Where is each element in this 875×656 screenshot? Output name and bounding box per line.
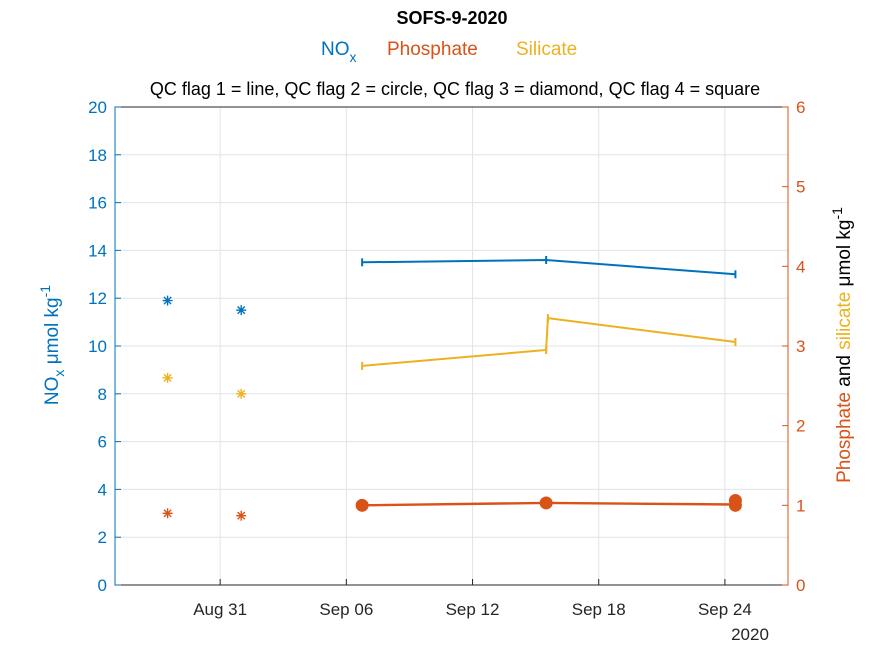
y-right-tick-label: 6 bbox=[796, 98, 805, 117]
y-left-tick-label: 20 bbox=[88, 98, 107, 117]
series-asterisk-no bbox=[162, 295, 173, 306]
x-tick-label: Sep 24 bbox=[698, 600, 752, 619]
series-asterisk-phosphate bbox=[236, 510, 247, 521]
y-left-tick-label: 16 bbox=[88, 194, 107, 213]
y-right-tick-label: 3 bbox=[796, 337, 805, 356]
y-left-tick-label: 4 bbox=[98, 480, 107, 499]
y-left-label: NOx μmol kg-1 bbox=[37, 285, 67, 405]
x-year-label: 2020 bbox=[731, 625, 769, 644]
y-right-tick-label: 5 bbox=[796, 178, 805, 197]
y-left-tick-label: 18 bbox=[88, 146, 107, 165]
series-asterisk-silicate bbox=[162, 372, 173, 383]
series-circle-phosphate bbox=[355, 498, 369, 512]
series-line-no bbox=[362, 258, 736, 276]
x-tick-label: Sep 18 bbox=[572, 600, 626, 619]
y-left-tick-label: 14 bbox=[88, 241, 107, 260]
y-left-tick-label: 10 bbox=[88, 337, 107, 356]
y-left-tick-label: 0 bbox=[98, 576, 107, 595]
y-right-tick-label: 1 bbox=[796, 496, 805, 515]
series-asterisk-silicate bbox=[236, 388, 247, 399]
series-layer bbox=[162, 255, 742, 521]
x-tick-label: Sep 12 bbox=[446, 600, 500, 619]
y-right-tick-label: 4 bbox=[796, 257, 805, 276]
y-left-tick-label: 8 bbox=[98, 385, 107, 404]
y-left-tick-label: 6 bbox=[98, 433, 107, 452]
series-asterisk-phosphate bbox=[162, 508, 173, 519]
series-line-silicate bbox=[362, 316, 736, 367]
series-circle-phosphate bbox=[539, 496, 553, 510]
x-ticks: Aug 31 Sep 06 Sep 12 Sep 18 Sep 24 bbox=[193, 579, 752, 619]
y-left-ticks: 0 2 4 6 8 10 12 14 16 18 20 bbox=[88, 98, 121, 595]
chart-subtitle: QC flag 1 = line, QC flag 2 = circle, QC… bbox=[150, 79, 760, 99]
y-left-tick-label: 12 bbox=[88, 289, 107, 308]
y-left-tick-label: 2 bbox=[98, 528, 107, 547]
grid bbox=[115, 106, 788, 586]
y-right-ticks: 0 1 2 3 4 5 6 bbox=[782, 98, 805, 595]
x-tick-label: Sep 06 bbox=[319, 600, 373, 619]
series-circle-phosphate bbox=[728, 494, 742, 508]
legend-entry-nox: NOx bbox=[321, 39, 357, 65]
legend-entry-silicate: Silicate bbox=[516, 39, 577, 60]
x-tick-label: Aug 31 bbox=[193, 600, 247, 619]
y-right-tick-label: 2 bbox=[796, 417, 805, 436]
y-right-label: Phosphate and silicate μmol kg-1 bbox=[829, 207, 855, 483]
legend-entry-phosphate: Phosphate bbox=[387, 39, 478, 60]
series-asterisk-no bbox=[236, 305, 247, 316]
chart-title: SOFS-9-2020 bbox=[396, 8, 507, 28]
y-right-tick-label: 0 bbox=[796, 576, 805, 595]
legend: NOx Phosphate Silicate bbox=[321, 39, 577, 65]
